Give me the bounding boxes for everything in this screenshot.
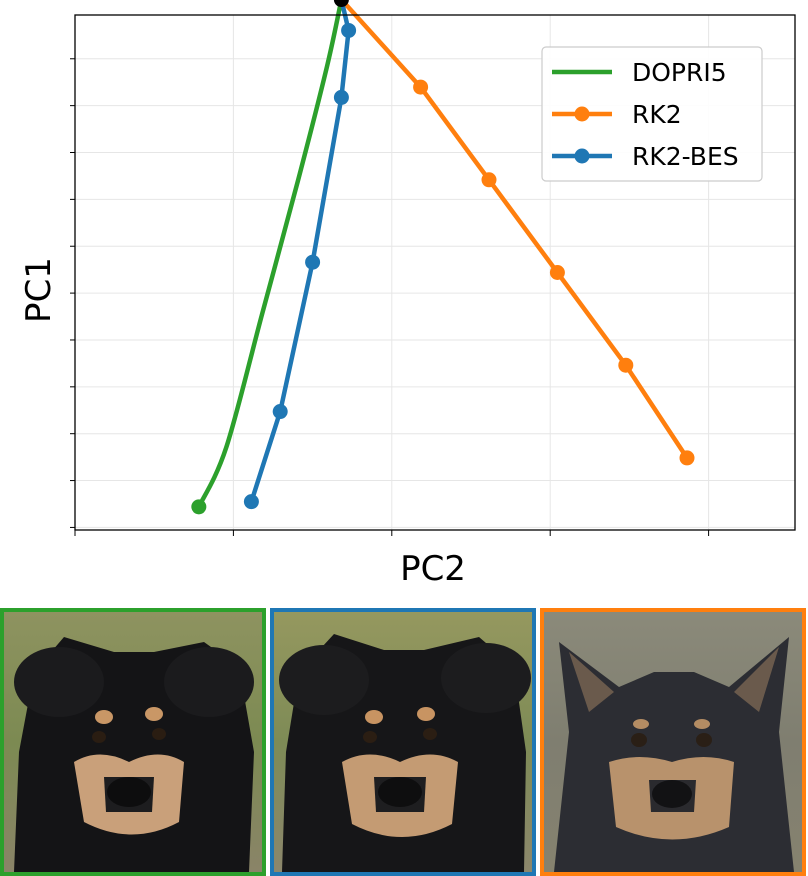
legend-box: [541, 46, 763, 182]
y-axis-label: PC1: [19, 257, 59, 323]
legend-label-rk2-bes: RK2-BES: [632, 142, 739, 171]
axis-ticks: [70, 58, 710, 536]
dog-image-rk2: [544, 612, 802, 872]
point-rk2: [549, 265, 565, 280]
dog-image-rk2-bes: [274, 612, 532, 872]
plot-frame: [74, 14, 796, 531]
point-rk2-bes: [341, 22, 357, 38]
legend-label-dopri5: DOPRI5: [632, 58, 727, 87]
trajectory-chart: PC2 PC1 DOPRI5 RK2 RK2-BES: [19, 0, 796, 589]
legend-label-rk2: RK2: [632, 100, 682, 129]
series-line-dopri5: [196, 0, 344, 510]
series-line-rk2-bes: [249, 0, 351, 504]
dog-image-dopri5: [4, 612, 262, 872]
legend: DOPRI5 RK2 RK2-BES: [541, 46, 763, 182]
start-point: [333, 0, 349, 8]
rk2-bes-sample-panel: [270, 608, 536, 876]
point-rk2: [679, 450, 695, 466]
rk2-sample-panel: [540, 608, 806, 876]
end-point-dopri5: [191, 499, 207, 515]
x-axis-label: PC2: [400, 549, 466, 589]
point-rk2: [413, 79, 429, 95]
series-line-rk2: [339, 0, 690, 461]
point-rk2: [481, 172, 497, 188]
point-rk2-bes: [272, 404, 288, 420]
series-layer: [191, 0, 695, 515]
point-rk2-bes: [243, 494, 259, 510]
dopri5-sample-panel: [0, 608, 266, 876]
legend-marker-rk2-bes: [574, 148, 590, 164]
point-rk2-bes: [305, 254, 321, 270]
point-rk2: [618, 357, 634, 373]
legend-marker-rk2: [574, 106, 590, 122]
point-rk2-bes: [333, 89, 349, 105]
